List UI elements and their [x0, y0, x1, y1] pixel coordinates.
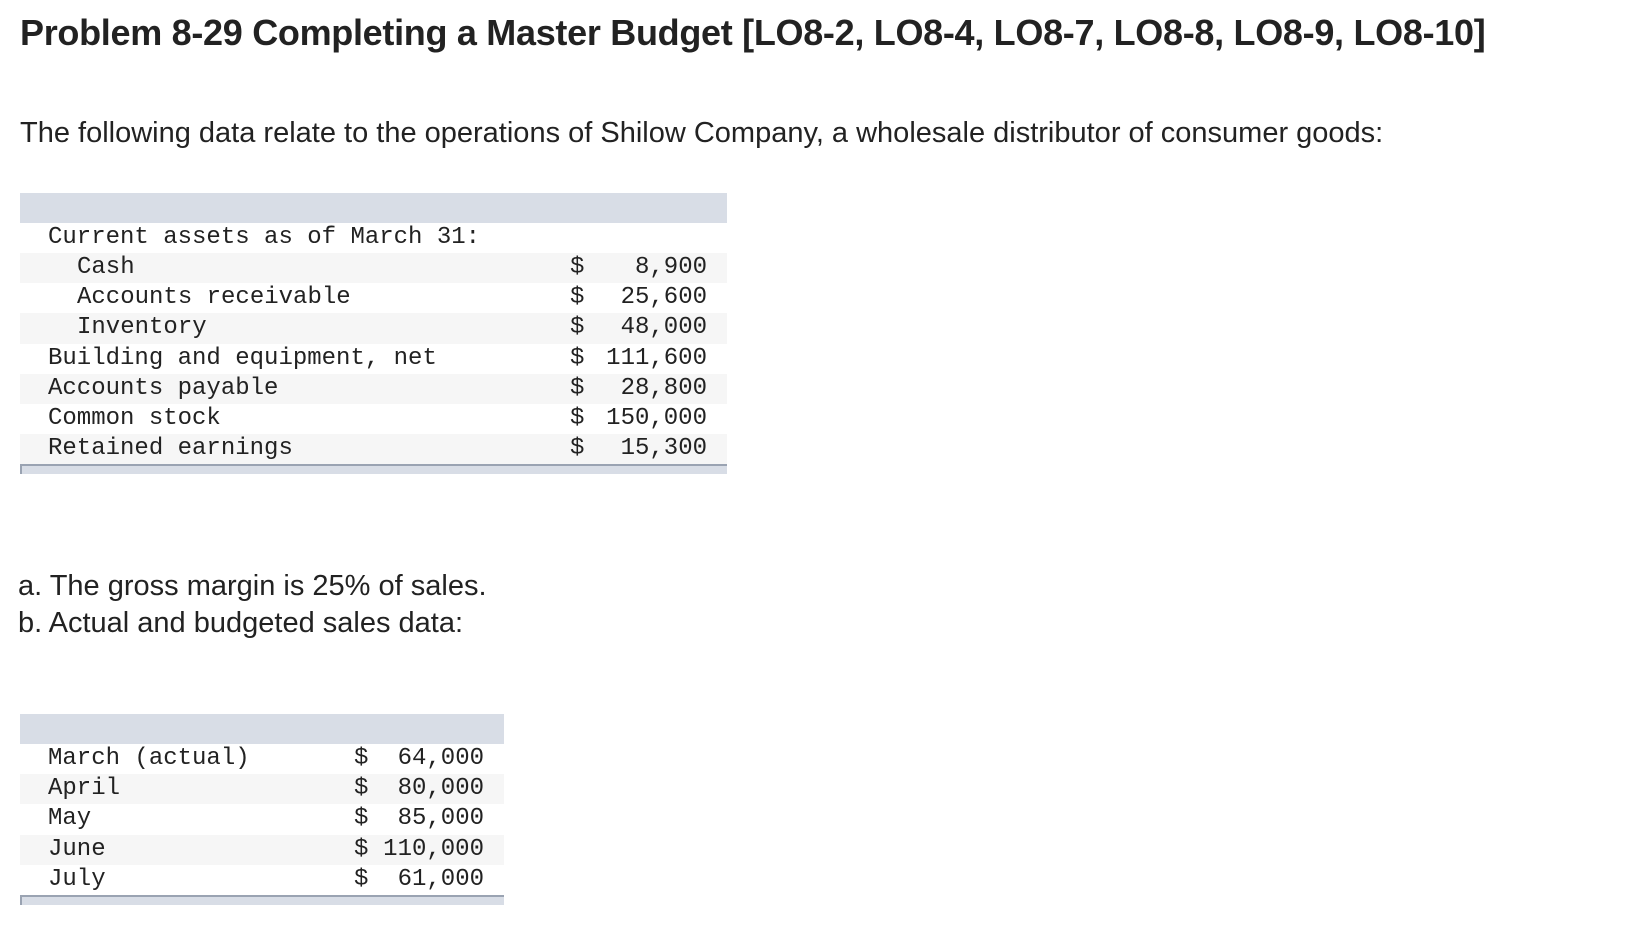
table-row: April $80,000 [20, 774, 504, 805]
balance-rows: Cash $8,900 Accounts receivable $25,600 Inve… [20, 253, 727, 465]
table-footer-bar [20, 464, 727, 475]
table-header-bar [20, 193, 727, 223]
table-row: Common stock $150,000 [20, 404, 727, 434]
table-row: Cash $8,900 [20, 253, 727, 284]
row-amount: 8,900 [634, 254, 707, 281]
table-row: Building and equipment, net $111,600 [20, 344, 727, 374]
row-label: Inventory [77, 314, 207, 342]
table-row: May $85,000 [20, 804, 504, 834]
row-amount: 80,000 [397, 775, 484, 803]
table-row: July $61,000 [20, 865, 504, 895]
currency-symbol: $ [570, 254, 585, 281]
table-row: Accounts payable $28,800 [20, 373, 727, 404]
row-amount: 15,300 [620, 435, 707, 463]
note-b: b. Actual and budgeted sales data: [18, 607, 464, 639]
row-label: Accounts payable [48, 374, 279, 402]
currency-symbol: $ [354, 835, 369, 863]
currency-symbol: $ [570, 435, 585, 463]
table-section-heading: Current assets as of March 31: [20, 223, 727, 253]
row-label: March (actual) [48, 745, 250, 772]
row-amount: 61,000 [397, 865, 484, 893]
table-row: June $110,000 [20, 834, 504, 865]
row-amount: 111,600 [606, 344, 707, 372]
row-label: July [48, 865, 106, 893]
table-row: March (actual) $64,000 [20, 744, 504, 774]
row-label: June [48, 835, 106, 863]
row-amount: 110,000 [383, 835, 484, 863]
problem-title: Problem 8-29 Completing a Master Budget … [20, 12, 1486, 53]
balance-sheet-table: Current assets as of March 31: Cash $8,90… [20, 193, 727, 475]
currency-symbol: $ [354, 775, 369, 803]
row-label: April [48, 775, 121, 803]
table-row: Inventory $48,000 [20, 313, 727, 344]
row-label: Accounts receivable [77, 284, 351, 312]
currency-symbol: $ [570, 374, 585, 402]
row-label: Building and equipment, net [48, 344, 437, 372]
currency-symbol: $ [354, 865, 369, 893]
currency-symbol: $ [354, 745, 369, 772]
row-label: Common stock [48, 404, 221, 432]
row-label: May [48, 805, 92, 833]
row-label: Cash [77, 254, 135, 281]
table-row: Accounts receivable $25,600 [20, 283, 727, 313]
intro-text: The following data relate to the operati… [20, 117, 1384, 149]
table-header-bar [20, 714, 504, 744]
row-amount: 25,600 [620, 284, 707, 312]
currency-symbol: $ [570, 404, 585, 432]
table-row: Retained earnings $15,300 [20, 434, 727, 465]
currency-symbol: $ [570, 314, 585, 342]
currency-symbol: $ [570, 284, 585, 312]
row-label: Retained earnings [48, 435, 293, 463]
row-amount: 28,800 [620, 374, 707, 402]
sales-rows: March (actual) $64,000 April $80,000 May $85,… [20, 744, 504, 895]
row-amount: 150,000 [606, 404, 707, 432]
currency-symbol: $ [354, 805, 369, 833]
currency-symbol: $ [570, 344, 585, 372]
table-footer-bar [20, 894, 504, 905]
sales-data-table: March (actual) $64,000 April $80,000 May $85,… [20, 714, 504, 905]
note-a: a. The gross margin is 25% of sales. [18, 570, 487, 602]
notes-list: a. The gross margin is 25% of sales. b. … [18, 568, 487, 642]
row-amount: 48,000 [620, 314, 707, 342]
row-amount: 85,000 [397, 805, 484, 833]
section-heading-label: Current assets as of March 31: [48, 224, 481, 251]
row-amount: 64,000 [397, 745, 484, 772]
